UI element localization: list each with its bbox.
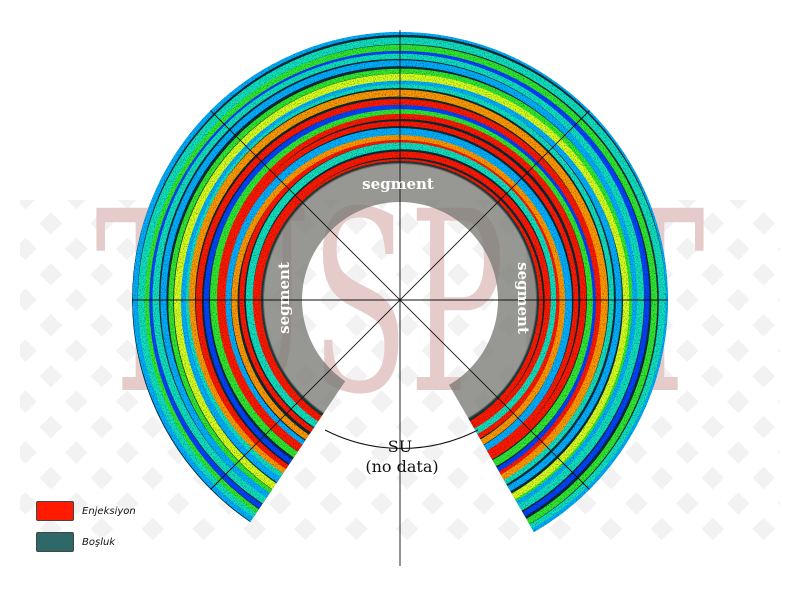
legend-label-void: Boşluk	[82, 536, 116, 548]
no-data-label: (no data)	[365, 457, 438, 476]
segment-inner-edge	[261, 161, 539, 421]
segment-label-right: segment	[514, 262, 532, 334]
legend-item-injection: Enjeksiyon	[36, 500, 136, 522]
legend-swatch-injection	[36, 501, 74, 521]
segment-band	[261, 161, 538, 420]
legend-label-injection: Enjeksiyon	[82, 505, 136, 517]
segment-label-top: segment	[362, 175, 434, 193]
legend-swatch-void	[36, 532, 74, 552]
legend-item-void: Boşluk	[36, 531, 136, 553]
segment-label-left: segment	[275, 262, 293, 334]
water-level-arc	[324, 429, 479, 449]
crosshair-line	[210, 110, 590, 490]
water-label: SU	[388, 437, 412, 456]
legend: Enjeksiyon Boşluk	[36, 500, 136, 562]
crosshair	[132, 30, 668, 566]
